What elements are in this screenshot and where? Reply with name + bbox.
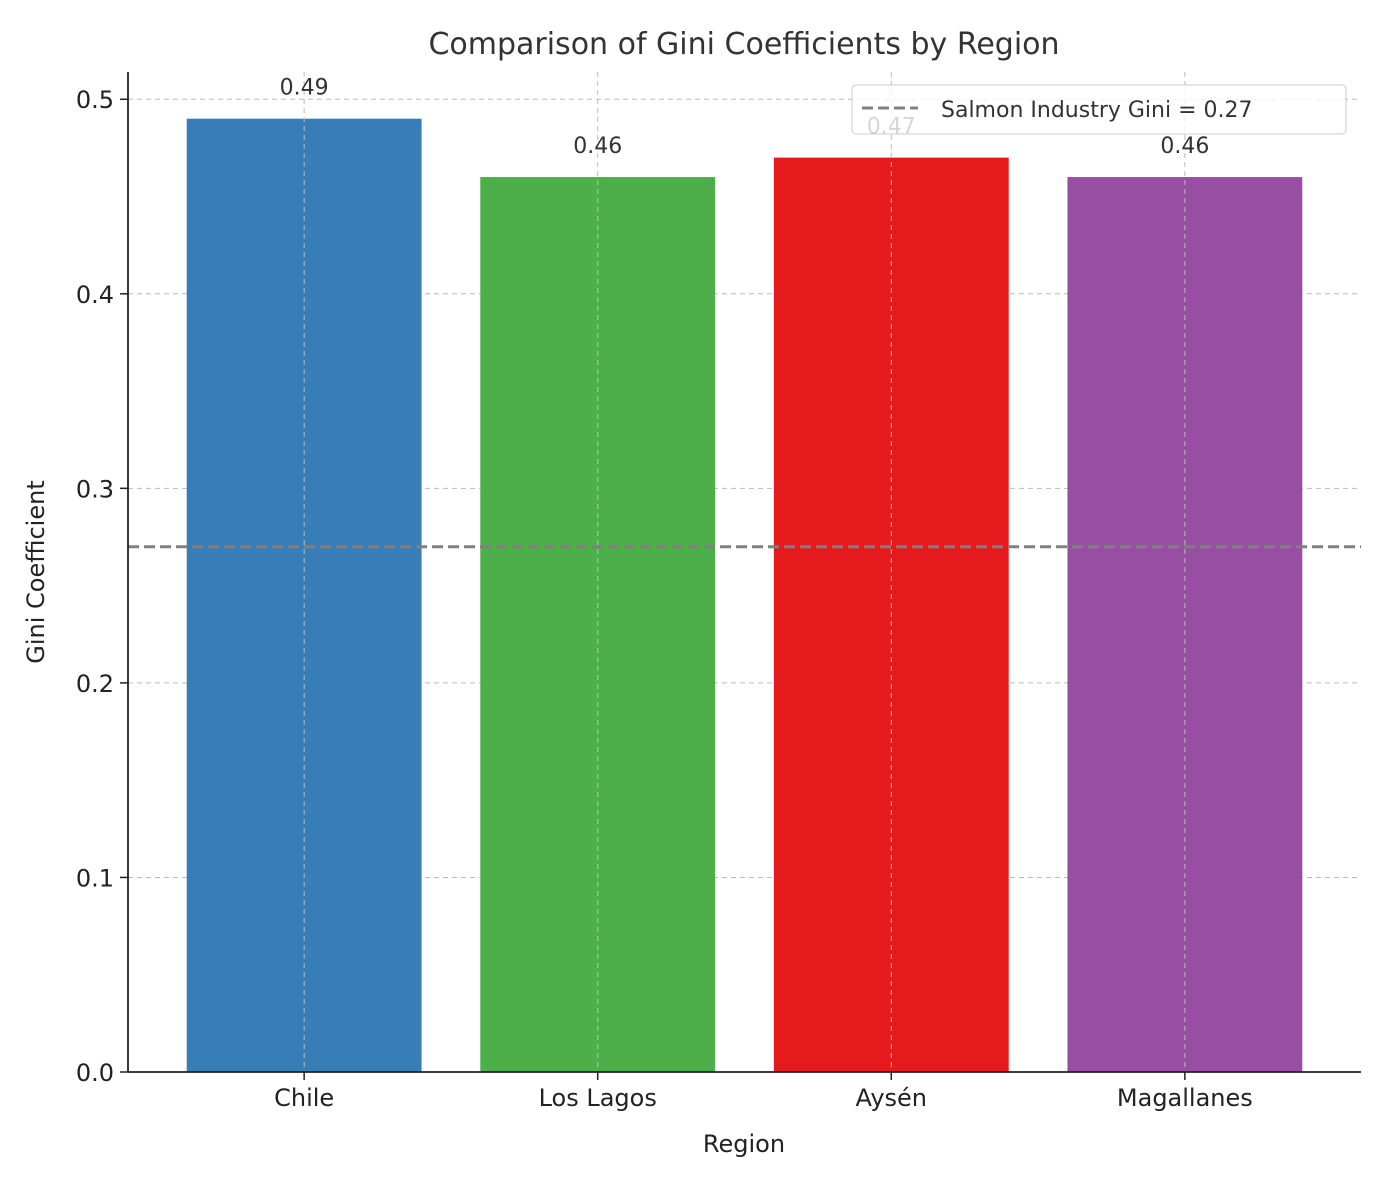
y-tick-label: 0.4 xyxy=(76,281,114,309)
chart-title: Comparison of Gini Coefficients by Regio… xyxy=(428,27,1059,62)
value-labels: 0.490.460.470.46 xyxy=(280,76,1210,159)
y-tick-label: 0.2 xyxy=(76,670,114,698)
axes: 0.0 0.1 0.2 0.3 0.4 0.5 Chile Los Lagos Aysén Mag… xyxy=(76,72,1361,1112)
y-tick-label: 0.0 xyxy=(76,1059,114,1087)
x-axis-label: Region xyxy=(703,1130,785,1158)
y-axis-label: Gini Coefficient xyxy=(22,480,50,663)
y-tick-label: 0.3 xyxy=(76,475,114,503)
value-label: 0.46 xyxy=(1160,134,1209,159)
value-label: 0.49 xyxy=(280,76,329,101)
legend-box xyxy=(851,84,1347,135)
x-tick-label: Aysén xyxy=(856,1084,927,1112)
vertical-grid-lines xyxy=(303,72,1186,1072)
x-tick-label: Chile xyxy=(274,1084,334,1112)
legend-label: Salmon Industry Gini = 0.27 xyxy=(941,98,1253,123)
x-tick-label: Magallanes xyxy=(1117,1084,1253,1112)
y-tick-label: 0.1 xyxy=(76,864,114,892)
x-tick-label: Los Lagos xyxy=(539,1084,657,1112)
legend: Salmon Industry Gini = 0.27 xyxy=(851,84,1347,135)
y-tick-label: 0.5 xyxy=(76,86,114,114)
bars xyxy=(186,118,1303,1073)
value-label: 0.46 xyxy=(573,134,622,159)
